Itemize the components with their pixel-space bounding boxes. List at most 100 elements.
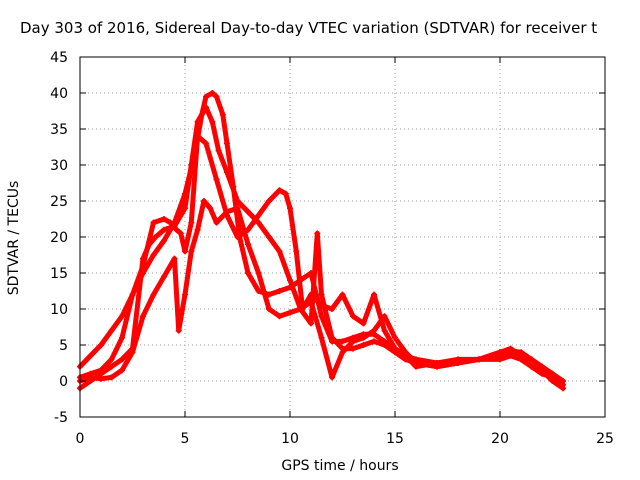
data-point	[213, 219, 220, 226]
y-tick-label: 10	[50, 302, 68, 318]
data-point	[308, 298, 314, 305]
data-point	[129, 291, 136, 298]
data-point	[108, 363, 115, 370]
data-point	[350, 338, 356, 345]
data-point	[497, 356, 503, 363]
data-point	[297, 306, 304, 312]
data-point	[287, 277, 293, 284]
data-point	[182, 205, 188, 212]
y-tick-label: 20	[50, 230, 68, 246]
data-point	[207, 205, 214, 212]
data-point	[255, 288, 262, 294]
chart-title: Day 303 of 2016, Sidereal Day-to-day VTE…	[20, 19, 597, 37]
data-point	[213, 93, 220, 100]
data-point	[402, 349, 409, 356]
x-tick-label: 5	[181, 431, 190, 447]
data-point	[219, 111, 226, 118]
data-point	[528, 356, 535, 363]
data-point	[381, 327, 388, 334]
y-tick-label: -5	[54, 410, 68, 426]
data-point	[161, 226, 167, 233]
data-point	[119, 367, 125, 374]
data-point	[392, 334, 398, 341]
data-point	[182, 291, 188, 298]
data-point	[182, 248, 188, 255]
data-series	[77, 104, 566, 392]
data-point	[87, 374, 94, 381]
data-point	[119, 313, 125, 320]
axis-ticks: 0 5 10 15 20 25 -5 0 5 10 15 20 25 30 35 40 45	[50, 50, 614, 447]
data-point	[203, 140, 209, 147]
data-point	[161, 237, 167, 244]
x-tick-label: 10	[281, 431, 299, 447]
data-point	[371, 291, 377, 298]
data-point	[276, 248, 283, 255]
x-tick-label: 20	[491, 431, 509, 447]
data-point	[119, 356, 125, 363]
data-point	[318, 302, 325, 309]
data-point	[234, 234, 241, 240]
data-point	[140, 313, 146, 320]
data-point	[434, 363, 440, 370]
y-tick-label: 35	[50, 122, 68, 138]
data-point	[381, 342, 388, 348]
data-point	[224, 140, 230, 147]
data-point	[215, 147, 222, 154]
data-point	[339, 338, 346, 345]
series-trace	[77, 198, 566, 391]
y-tick-label: 30	[50, 158, 68, 174]
data-point	[371, 338, 377, 345]
data-point	[318, 313, 325, 320]
data-point	[350, 345, 356, 352]
data-point	[108, 374, 115, 381]
data-point	[360, 334, 367, 341]
data-point	[371, 327, 377, 334]
data-series	[77, 198, 566, 392]
data-point	[245, 241, 251, 248]
data-point	[194, 226, 201, 233]
data-point	[255, 212, 262, 219]
data-point	[266, 234, 272, 240]
data-point	[497, 349, 503, 356]
x-axis-label: GPS time / hours	[281, 458, 398, 474]
x-tick-label: 0	[76, 431, 85, 447]
data-point	[314, 230, 321, 237]
data-point	[308, 320, 314, 327]
data-point	[266, 198, 272, 204]
data-point	[150, 291, 157, 298]
data-point	[318, 291, 325, 298]
data-point	[360, 342, 367, 348]
data-point	[245, 208, 251, 215]
data-point	[224, 208, 230, 215]
data-point	[518, 356, 524, 363]
data-point	[98, 342, 104, 348]
data-point	[108, 327, 115, 334]
data-point	[329, 334, 335, 341]
data-point	[350, 313, 356, 320]
data-point	[129, 349, 136, 356]
data-point	[119, 334, 125, 341]
data-point	[150, 252, 157, 258]
data-point	[528, 363, 535, 370]
data-point	[167, 219, 174, 226]
data-point	[255, 270, 262, 276]
data-point	[539, 367, 545, 374]
data-point	[549, 370, 556, 377]
data-point	[161, 216, 167, 222]
data-point	[213, 176, 220, 183]
data-point	[308, 291, 314, 298]
data-point	[339, 349, 346, 356]
data-point	[329, 374, 335, 381]
data-point	[266, 306, 272, 312]
data-point	[224, 169, 230, 176]
data-point	[245, 270, 251, 276]
data-point	[209, 118, 216, 125]
data-point	[287, 309, 293, 316]
data-point	[194, 118, 201, 125]
y-tick-label: 40	[50, 86, 68, 102]
data-point	[87, 352, 94, 359]
data-point	[173, 226, 180, 233]
data-point	[188, 219, 195, 226]
data-point	[108, 356, 115, 363]
data-point	[171, 255, 178, 262]
